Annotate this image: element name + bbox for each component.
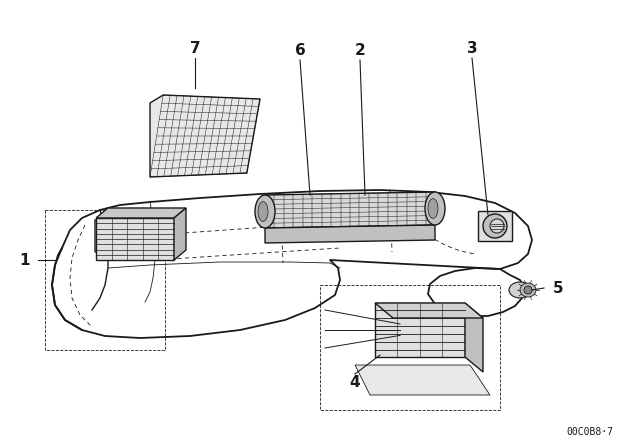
Polygon shape	[96, 208, 186, 218]
Ellipse shape	[509, 282, 531, 298]
Polygon shape	[96, 218, 174, 260]
Text: 1: 1	[20, 253, 30, 267]
Polygon shape	[95, 218, 130, 252]
Polygon shape	[150, 95, 260, 177]
Ellipse shape	[524, 286, 532, 294]
Ellipse shape	[490, 219, 504, 233]
Ellipse shape	[255, 195, 275, 228]
Text: 5: 5	[553, 280, 563, 296]
Ellipse shape	[483, 214, 507, 238]
Text: 3: 3	[467, 40, 477, 56]
Polygon shape	[375, 303, 465, 357]
Ellipse shape	[425, 192, 445, 225]
Text: 00C0B8·7: 00C0B8·7	[566, 427, 614, 437]
Text: 6: 6	[294, 43, 305, 57]
Polygon shape	[355, 365, 490, 395]
Polygon shape	[265, 225, 435, 243]
Ellipse shape	[258, 202, 268, 221]
Polygon shape	[375, 303, 483, 318]
Polygon shape	[265, 192, 435, 228]
Ellipse shape	[428, 198, 438, 219]
Text: 7: 7	[189, 40, 200, 56]
Text: 2: 2	[355, 43, 365, 57]
Polygon shape	[478, 211, 512, 241]
Ellipse shape	[520, 283, 536, 297]
Text: 4: 4	[349, 375, 360, 389]
Polygon shape	[174, 208, 186, 260]
Polygon shape	[465, 303, 483, 372]
